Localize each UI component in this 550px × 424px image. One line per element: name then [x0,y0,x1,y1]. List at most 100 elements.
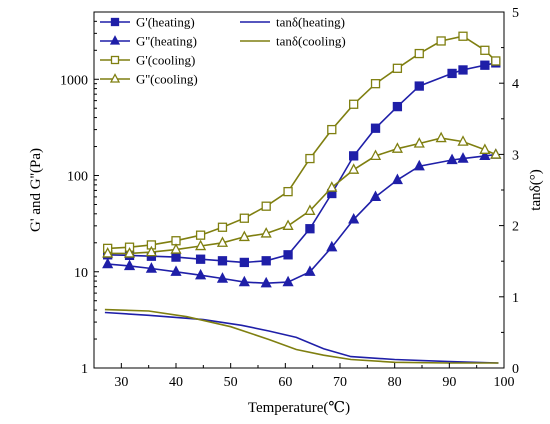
data-point [480,60,490,70]
data-point [457,135,469,146]
y-right-tick-label: 0 [512,362,519,377]
series-3 [102,131,502,258]
legend-label: G''(cooling) [136,72,198,87]
x-tick-label: 40 [169,375,183,390]
data-point [195,268,207,280]
data-point [283,186,293,197]
legend-item: G''(heating) [100,34,197,49]
legend-label: G'(heating) [136,15,195,30]
y-axis-right-title: tanδ(°) [528,169,544,210]
data-point [436,36,446,46]
x-axis-title: Temperature(℃) [248,400,350,416]
data-point [283,250,293,260]
series-5 [104,308,499,364]
data-point [348,163,360,174]
y-left-tick-label: 100 [67,170,88,185]
data-point [370,123,381,133]
data-point [392,63,403,73]
data-point [260,227,272,238]
legend-label: tanδ(cooling) [276,34,346,49]
data-point [458,31,468,41]
y-left-tick-label: 1000 [60,73,88,88]
data-point [446,153,458,165]
data-point [326,181,338,192]
data-point [216,236,229,247]
x-tick-label: 50 [224,375,238,390]
data-point [391,173,403,185]
legend-item: G'(cooling) [100,53,195,68]
data-point [261,256,271,266]
data-point [239,257,249,268]
data-point [123,259,136,271]
legend-swatch-marker [109,35,121,45]
data-point [392,101,403,112]
series-line [107,137,497,255]
series-line [104,308,499,364]
data-point [171,252,181,262]
series-line [107,153,496,285]
data-point [145,262,157,273]
legend: G'(heating) G''(heating) G'(cooling) G''(co… [100,15,346,87]
data-point [414,81,424,91]
y-right-tick-label: 3 [512,148,519,163]
data-point [195,254,206,264]
data-point [326,240,338,252]
legend-item: G''(cooling) [100,72,198,87]
data-point [369,149,382,161]
data-point [349,99,359,109]
y-right-tick-label: 2 [512,220,519,235]
data-point [458,65,468,75]
data-point [195,230,206,240]
data-point [348,213,360,224]
data-point [102,247,114,258]
y-right-tick-label: 4 [512,77,519,92]
y-axis-left-title: G' and G''(Pa) [28,148,44,232]
data-point [491,56,501,66]
data-point [282,219,294,230]
legend-swatch-marker [110,17,120,27]
x-tick-label: 100 [494,375,515,390]
legend-label: G''(heating) [136,34,197,49]
data-point [413,137,425,148]
y-right-tick-label: 1 [512,291,519,306]
data-point [435,131,447,143]
y-right-tick-label: 5 [512,6,519,21]
data-point [170,265,182,276]
data-point [479,143,491,154]
series-4 [104,311,499,364]
data-point [239,213,249,223]
data-point [123,247,136,258]
legend-item: tanδ(heating) [240,15,345,30]
data-point [490,148,502,159]
y-left-tick-label: 1 [81,362,88,377]
plot-area [102,31,502,364]
data-point [282,275,294,287]
data-point [195,239,207,251]
data-point [304,265,316,276]
data-point [217,222,228,232]
data-point [145,245,157,257]
data-point [305,224,315,234]
data-point [305,153,315,164]
legend-label: tanδ(heating) [276,15,345,30]
legend-swatch-marker [109,73,121,83]
data-point [413,159,425,171]
data-point [369,190,382,202]
data-point [304,204,316,215]
x-tick-label: 60 [278,375,292,390]
data-point [391,142,403,153]
data-point [217,256,228,266]
data-point [238,275,250,287]
data-point [447,68,457,79]
legend-label: G'(cooling) [136,53,195,68]
legend-item: tanδ(cooling) [240,34,346,49]
series-line [104,311,499,364]
data-point [414,48,424,59]
data-point [479,149,491,161]
legend-item: G'(heating) [100,15,195,30]
data-point [102,257,114,269]
data-point [349,151,359,161]
data-point [170,243,182,254]
data-point [261,201,271,211]
